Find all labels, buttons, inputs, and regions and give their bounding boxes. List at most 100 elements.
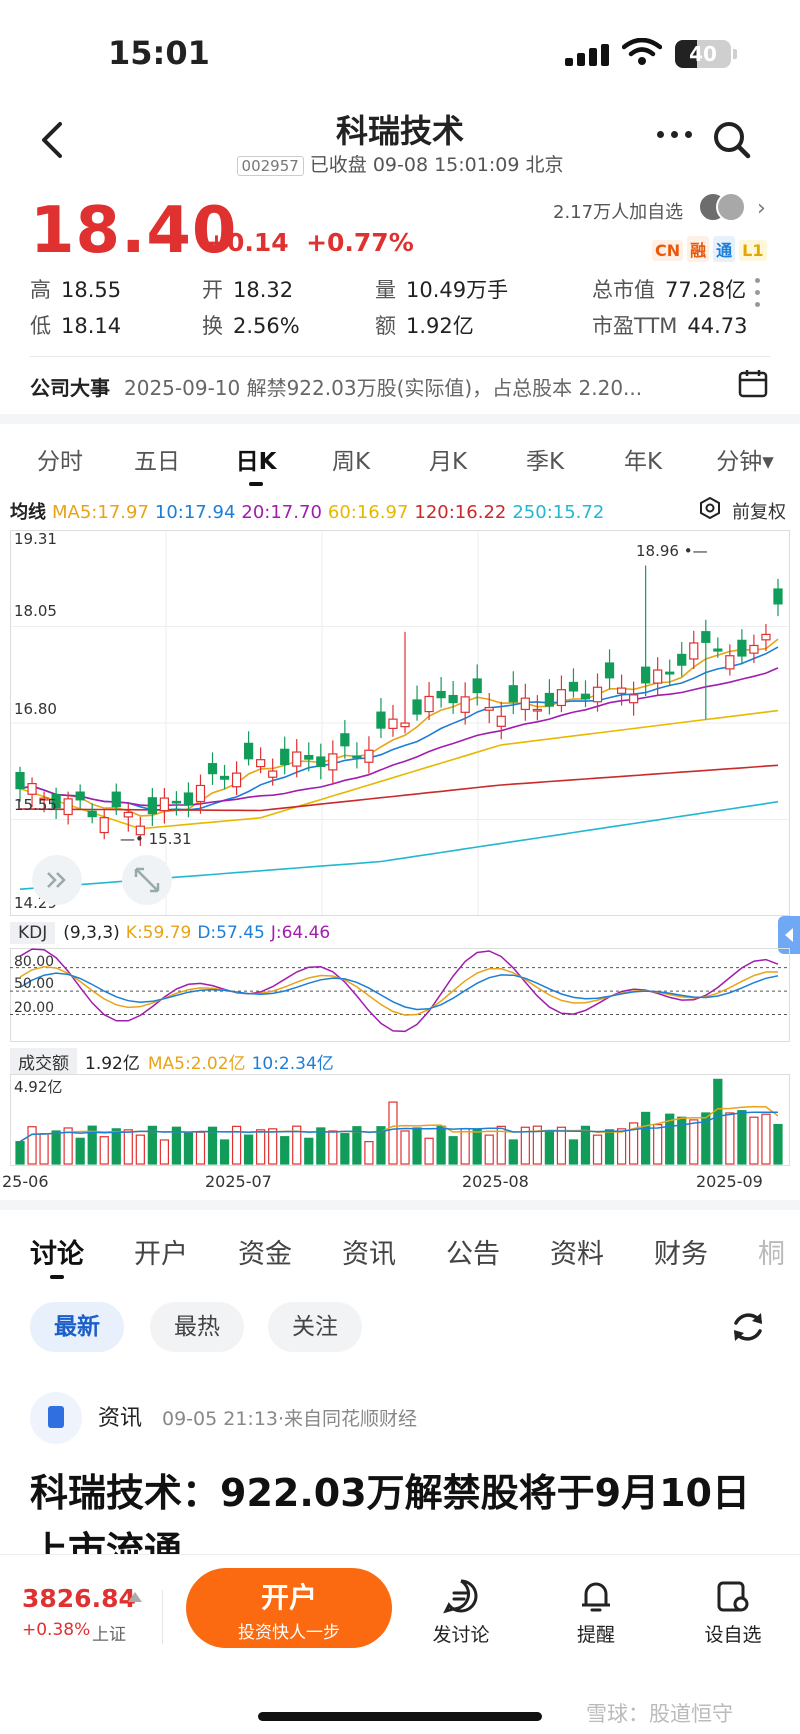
- kline-chart[interactable]: 19.31 18.05 16.80 15.55 14.29 18.96 •— —…: [10, 530, 790, 916]
- tab-announcements[interactable]: 公告: [446, 1239, 500, 1270]
- y-label-4: 15.55: [14, 796, 57, 814]
- tab-minute[interactable]: 分钟▾: [716, 449, 774, 475]
- section-gap: [0, 1200, 800, 1210]
- stat-high: 高 18.55: [30, 278, 122, 302]
- current-price: 18.40: [30, 194, 238, 268]
- tab-account[interactable]: 开户: [134, 1239, 188, 1270]
- volume-bar: [340, 1133, 350, 1165]
- candle-body: [592, 686, 603, 703]
- tab-intraday[interactable]: 分时: [37, 449, 83, 475]
- tab-five-day[interactable]: 五日: [134, 449, 180, 475]
- news-icon: [30, 1392, 82, 1444]
- search-icon[interactable]: [712, 120, 752, 160]
- volume-bar: [27, 1126, 37, 1165]
- candle-body: [147, 797, 157, 815]
- adjust-icon[interactable]: [698, 496, 722, 520]
- signal-icon: [565, 44, 609, 66]
- post-title[interactable]: 科瑞技术：922.03万解禁股将于9月10日上市流通: [30, 1471, 750, 1554]
- volume-bar: [159, 1139, 170, 1165]
- stats-more-icon[interactable]: [752, 276, 764, 320]
- tab-discuss[interactable]: 讨论: [30, 1239, 84, 1270]
- page-title: 科瑞技术: [335, 112, 464, 150]
- chevron-right-icon[interactable]: ›: [757, 196, 766, 221]
- candle-body: [15, 771, 25, 790]
- candle-body: [749, 644, 759, 654]
- volume-frame: [10, 1074, 790, 1166]
- tab-quarterly-k[interactable]: 季K: [525, 449, 565, 475]
- kdj-d-line: [19, 972, 779, 1011]
- filter-following[interactable]: 关注: [268, 1302, 362, 1352]
- volume-bar: [292, 1125, 302, 1165]
- filter-hot[interactable]: 最热: [150, 1302, 244, 1352]
- discussion-tabs[interactable]: 讨论 开户 资金 资讯 公告 资料 财务 桐: [0, 1228, 800, 1288]
- company-event[interactable]: 公司大事 2025-09-10 解禁922.03万股(实际值)，占总股本 2.20…: [30, 372, 642, 401]
- candle-body: [641, 666, 651, 684]
- ma10-line: [19, 646, 779, 811]
- tag-connect: 通: [713, 236, 736, 262]
- candle-body: [713, 648, 723, 652]
- stat-turnover: 换 2.56%: [202, 314, 300, 338]
- post-source[interactable]: 资讯: [98, 1406, 143, 1431]
- fullscreen-button[interactable]: [122, 855, 172, 905]
- back-icon[interactable]: [38, 120, 68, 160]
- volume-bar: [689, 1119, 699, 1165]
- candle-body: [280, 748, 290, 766]
- candle-body: [87, 810, 97, 818]
- volume-chart[interactable]: 4.92亿: [10, 1074, 790, 1166]
- chart-tabs[interactable]: 分时 五日 日K 周K 月K 季K 年K 分钟▾: [0, 430, 800, 486]
- side-panel-handle[interactable]: [778, 916, 800, 954]
- volume-bar: [508, 1139, 518, 1165]
- tab-news[interactable]: 资讯: [342, 1239, 396, 1270]
- index-value[interactable]: 3826.84: [22, 1584, 136, 1613]
- double-chevron-icon: [47, 872, 66, 888]
- volume-legend[interactable]: 成交额 1.92亿 MA5:2.02亿 10:2.34亿: [10, 1048, 334, 1075]
- volume-bar: [400, 1130, 410, 1165]
- tab-more[interactable]: 桐: [758, 1239, 785, 1270]
- open-account-button[interactable]: 开户 投资快人一步: [186, 1568, 392, 1648]
- stat-volume: 量 10.49万手: [375, 278, 509, 302]
- filter-latest[interactable]: 最新: [30, 1302, 124, 1352]
- volume-bar: [616, 1128, 627, 1165]
- tab-daily-k[interactable]: 日K: [235, 449, 277, 475]
- set-watchlist-button[interactable]: 设自选: [688, 1578, 778, 1647]
- tab-monthly-k[interactable]: 月K: [428, 449, 468, 475]
- candle-body: [123, 811, 133, 818]
- kdj-chart[interactable]: 80.00 50.00 20.00: [10, 948, 790, 1042]
- volume-bar: [628, 1122, 639, 1165]
- volume-bar: [580, 1125, 591, 1165]
- tab-yearly-k[interactable]: 年K: [623, 449, 663, 475]
- candle-body: [388, 718, 398, 729]
- volume-bar: [147, 1125, 157, 1165]
- change-percent: +0.77%: [306, 228, 414, 257]
- tab-profile[interactable]: 资料: [550, 1239, 604, 1270]
- ma60-line: [19, 709, 779, 830]
- date-label: 2025-08: [462, 1172, 529, 1191]
- candle-body: [725, 655, 735, 670]
- index-name: 上证: [92, 1625, 126, 1645]
- watcher-avatars[interactable]: [698, 192, 748, 224]
- kline-svg[interactable]: [10, 530, 790, 916]
- kdj-legend[interactable]: KDJ (9,3,3) K:59.79 D:57.45 J:64.46: [10, 922, 330, 944]
- tab-funds[interactable]: 资金: [238, 1239, 292, 1270]
- status-bar: 15:01 40: [0, 0, 800, 100]
- refresh-icon[interactable]: [728, 1307, 768, 1347]
- adjust-label[interactable]: 前复权: [732, 502, 786, 523]
- volume-bar: [207, 1126, 218, 1165]
- tab-finance[interactable]: 财务: [654, 1239, 708, 1270]
- candle-body: [231, 772, 242, 788]
- calendar-icon[interactable]: [738, 368, 768, 398]
- ma-legend[interactable]: 均线 MA5:17.97 10:17.94 20:17.70 60:16.97 120:1…: [10, 502, 605, 523]
- post-discussion-button[interactable]: 发讨论: [416, 1578, 506, 1647]
- watchers-count[interactable]: 2.17万人加自选: [553, 202, 684, 223]
- status-time: 15:01: [108, 34, 210, 72]
- more-icon[interactable]: [655, 128, 695, 140]
- tab-weekly-k[interactable]: 周K: [331, 449, 371, 475]
- expand-left-button[interactable]: [32, 855, 82, 905]
- bottom-bar: [0, 1554, 800, 1734]
- candle-body: [243, 742, 254, 760]
- high-marker: 18.96 •—: [636, 542, 708, 560]
- volume-bar: [376, 1126, 386, 1165]
- candle-body: [701, 631, 711, 643]
- date-label: 2025-07: [205, 1172, 272, 1191]
- alert-button[interactable]: 提醒: [551, 1578, 641, 1647]
